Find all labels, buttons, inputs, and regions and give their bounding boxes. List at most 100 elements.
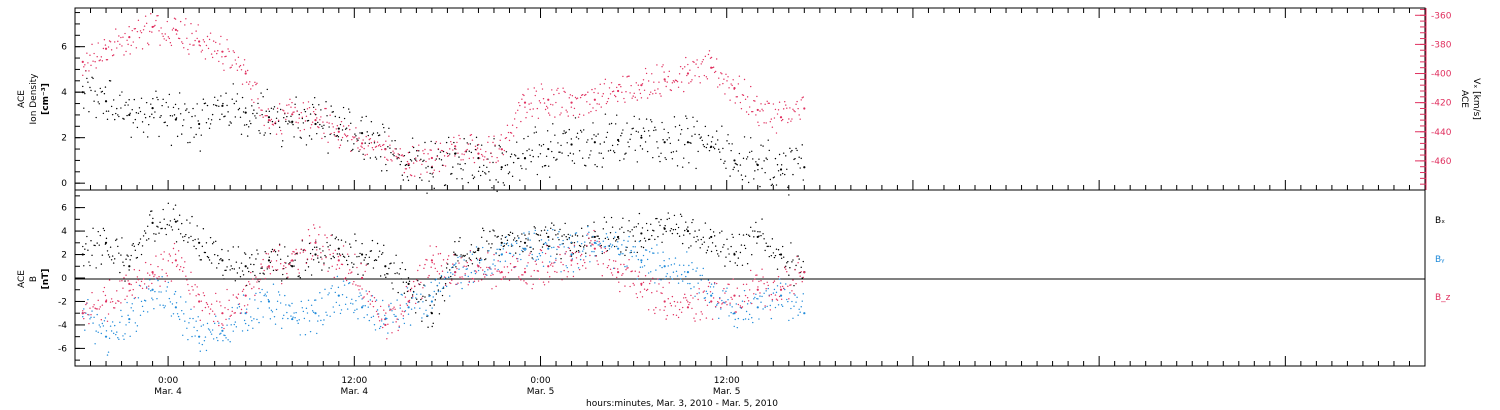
ion-density-sample [370, 120, 373, 123]
bx-sample [176, 220, 179, 222]
bx-sample [201, 245, 204, 248]
vx-sample [738, 75, 741, 77]
ion-density-sample [782, 152, 785, 154]
vx-sample [507, 131, 510, 134]
bx-sample [532, 248, 534, 250]
by-sample [427, 315, 429, 317]
bz-sample [459, 276, 461, 278]
vx-sample [403, 171, 406, 174]
bz-sample [697, 298, 699, 301]
bz-sample [487, 252, 489, 254]
bz-sample [256, 281, 258, 283]
ion-density-sample [170, 144, 173, 147]
bx-sample [182, 236, 184, 238]
bz-sample [768, 295, 770, 297]
vx-sample [480, 153, 483, 156]
vx-sample [101, 60, 104, 62]
ion-density-sample [561, 152, 563, 154]
bz-sample [358, 289, 360, 291]
vx-point [407, 162, 410, 165]
ion-density-sample [608, 123, 611, 125]
bz-sample [552, 265, 554, 267]
bz-sample [480, 279, 483, 281]
vx-sample [630, 84, 632, 87]
ion-density-point [477, 157, 480, 160]
ion-density-sample [700, 136, 702, 138]
vx-sample [617, 100, 619, 103]
vx-sample [567, 115, 569, 117]
bx-sample [154, 240, 156, 242]
bz-sample [679, 301, 682, 303]
bz-sample [474, 270, 477, 272]
by-sample [502, 248, 505, 250]
bx-sample [82, 245, 84, 248]
by-sample [431, 307, 433, 309]
bx-sample [484, 258, 486, 261]
ion-density-sample [491, 187, 493, 189]
by-sample [784, 288, 786, 291]
ion-density-sample [202, 98, 205, 100]
bz-sample [158, 275, 160, 278]
bz-sample [234, 312, 237, 314]
xtick-day-label: Mar. 4 [154, 387, 182, 397]
bz-sample [520, 279, 522, 281]
bx-sample [293, 265, 295, 267]
bz-sample [477, 280, 480, 282]
bz-sample [202, 292, 205, 294]
vx-sample [676, 80, 679, 83]
bz-sample [641, 296, 644, 298]
bz-sample [511, 255, 514, 258]
ion-density-sample [310, 138, 313, 140]
bx-sample [498, 254, 500, 257]
bz-sample [737, 303, 740, 306]
by-sample [360, 294, 362, 296]
ion-density-sample [201, 109, 204, 111]
bx-sample [491, 243, 493, 245]
bx-sample [362, 274, 364, 276]
ion-density-sample [609, 149, 612, 152]
bz-sample [95, 308, 97, 310]
bz-sample [379, 305, 382, 308]
bx-sample [662, 233, 664, 235]
vx-sample [585, 93, 587, 96]
by-sample [591, 250, 593, 253]
by-sample [451, 266, 453, 269]
ion-density-sample [426, 192, 428, 194]
bz-sample [215, 292, 217, 295]
by-sample [169, 301, 172, 303]
by-sample [567, 246, 569, 249]
vx-sample [135, 47, 138, 49]
vx-sample [708, 50, 711, 52]
bz-sample [160, 253, 162, 256]
by-sample [417, 301, 419, 303]
ion-density-sample [594, 164, 596, 166]
ion-density-sample [593, 134, 595, 136]
bz-sample [194, 284, 196, 286]
bz-sample [788, 298, 790, 300]
ion-density-sample [233, 102, 235, 105]
bx-sample [213, 253, 216, 256]
ion-density-sample [101, 90, 104, 93]
by-sample [150, 290, 152, 292]
bx-point [81, 253, 84, 256]
ion-density-sample [772, 177, 775, 179]
bx-sample [715, 249, 718, 252]
ion-density-sample [361, 116, 363, 118]
by-sample [395, 315, 397, 318]
bz-sample [717, 300, 719, 303]
ion-density-sample [393, 155, 395, 157]
vx-sample [754, 100, 756, 102]
vx-point [128, 36, 131, 39]
bz-sample [204, 306, 207, 309]
bz-sample [517, 260, 519, 262]
ion-density-sample [266, 88, 268, 91]
vx-sample [141, 48, 144, 50]
ion-density-sample [359, 132, 361, 134]
by-point [710, 294, 713, 297]
by-sample [645, 249, 648, 251]
bx-sample [342, 255, 345, 258]
by-sample [160, 291, 162, 293]
by-sample [398, 326, 400, 329]
bz-sample [572, 275, 575, 278]
by-sample [443, 278, 446, 281]
